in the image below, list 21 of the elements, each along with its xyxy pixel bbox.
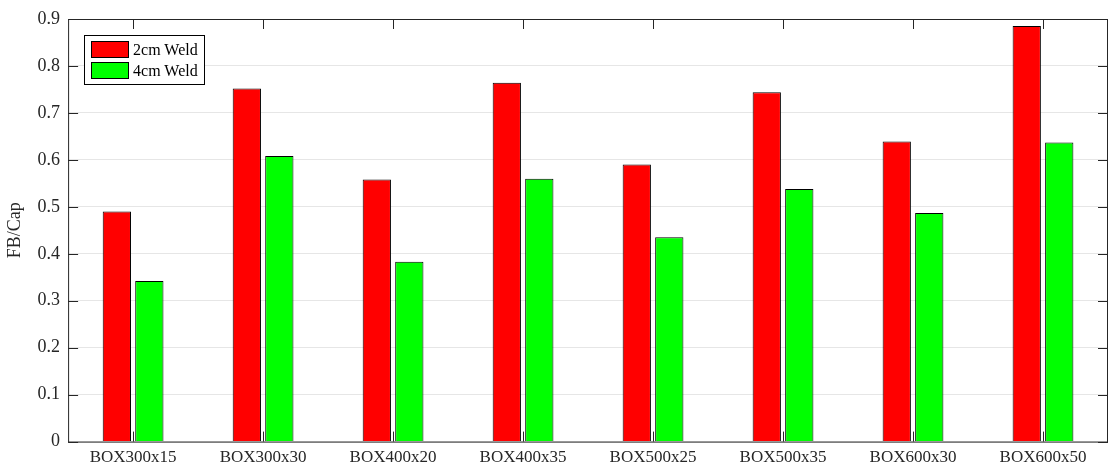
legend-label: 2cm Weld bbox=[133, 40, 198, 59]
x-tick-label: BOX500x35 bbox=[739, 447, 827, 467]
x-tick-label: BOX600x30 bbox=[869, 447, 957, 467]
y-tick-label: 0.7 bbox=[37, 101, 61, 122]
x-tick-label: BOX400x20 bbox=[349, 447, 437, 467]
y-tick-label: 0 bbox=[51, 430, 61, 451]
y-tick-label: 0.4 bbox=[37, 242, 61, 263]
y-tick-label: 0.3 bbox=[37, 289, 61, 310]
legend-label: 4cm Weld bbox=[133, 61, 198, 80]
y-tick-label: 0.2 bbox=[37, 336, 61, 357]
y-tick-label: 0.6 bbox=[37, 148, 61, 169]
x-tick-label: BOX600x50 bbox=[999, 447, 1087, 467]
x-tick-label: BOX500x25 bbox=[609, 447, 697, 467]
x-tick-label: BOX300x30 bbox=[219, 447, 307, 467]
x-tick-label: BOX300x15 bbox=[89, 447, 177, 467]
y-tick-label: 0.5 bbox=[37, 195, 61, 216]
y-tick-label: 0.8 bbox=[37, 54, 61, 75]
y-axis-title: FB/Cap bbox=[3, 202, 24, 259]
x-tick-label: BOX400x35 bbox=[479, 447, 567, 467]
y-tick-label: 0.1 bbox=[37, 383, 61, 404]
y-tick-label: 0.9 bbox=[37, 7, 61, 28]
